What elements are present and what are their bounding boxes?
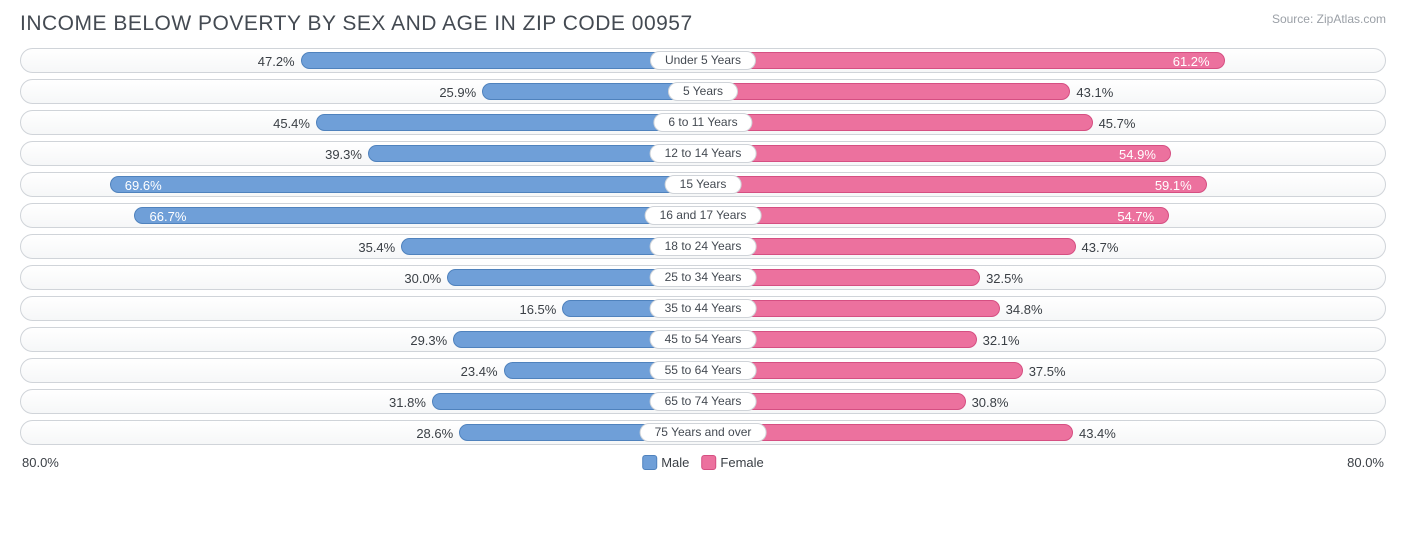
bar-female (703, 238, 1076, 255)
pct-label-female: 45.7% (1099, 111, 1136, 136)
category-pill: 55 to 64 Years (650, 361, 757, 380)
pct-label-male: 25.9% (439, 80, 476, 105)
bar-female (703, 114, 1093, 131)
chart-row: 45.4% 45.7% 6 to 11 Years (20, 110, 1386, 135)
pct-label-male: 39.3% (325, 142, 362, 167)
pct-label-male: 28.6% (416, 421, 453, 446)
category-pill: 15 Years (665, 175, 742, 194)
pct-label-male: 29.3% (410, 328, 447, 353)
chart-row: 66.7% 54.7% 16 and 17 Years (20, 203, 1386, 228)
bar-female (703, 145, 1171, 162)
category-pill: 25 to 34 Years (650, 268, 757, 287)
pct-label-male: 23.4% (461, 359, 498, 384)
category-pill: 6 to 11 Years (653, 113, 752, 132)
pct-label-male: 69.6% (125, 173, 162, 198)
chart-row: 25.9% 43.1% 5 Years (20, 79, 1386, 104)
bar-male (110, 176, 703, 193)
pct-label-female: 54.7% (1117, 204, 1154, 229)
bar-male (134, 207, 703, 224)
chart-row: 69.6% 59.1% 15 Years (20, 172, 1386, 197)
pct-label-female: 43.4% (1079, 421, 1116, 446)
chart-title: INCOME BELOW POVERTY BY SEX AND AGE IN Z… (20, 12, 693, 36)
bar-female (703, 207, 1169, 224)
axis-max-left: 80.0% (22, 455, 59, 470)
category-pill: 12 to 14 Years (650, 144, 757, 163)
chart-source: Source: ZipAtlas.com (1272, 12, 1386, 26)
category-pill: 5 Years (668, 82, 738, 101)
chart-row: 28.6% 43.4% 75 Years and over (20, 420, 1386, 445)
pct-label-male: 66.7% (150, 204, 187, 229)
pct-label-female: 34.8% (1006, 297, 1043, 322)
pct-label-female: 43.1% (1076, 80, 1113, 105)
chart-row: 23.4% 37.5% 55 to 64 Years (20, 358, 1386, 383)
legend-label-male: Male (661, 455, 689, 470)
chart-row: 39.3% 54.9% 12 to 14 Years (20, 141, 1386, 166)
pct-label-female: 54.9% (1119, 142, 1156, 167)
pct-label-male: 31.8% (389, 390, 426, 415)
legend: Male Female (642, 455, 764, 470)
category-pill: 16 and 17 Years (645, 206, 762, 225)
chart-header: INCOME BELOW POVERTY BY SEX AND AGE IN Z… (20, 12, 1386, 36)
chart-row: 30.0% 32.5% 25 to 34 Years (20, 265, 1386, 290)
category-pill: 35 to 44 Years (650, 299, 757, 318)
category-pill: Under 5 Years (650, 51, 756, 70)
legend-label-female: Female (720, 455, 763, 470)
chart-row: 47.2% 61.2% Under 5 Years (20, 48, 1386, 73)
pct-label-male: 16.5% (519, 297, 556, 322)
pct-label-female: 30.8% (972, 390, 1009, 415)
pct-label-male: 35.4% (358, 235, 395, 260)
chart-container: INCOME BELOW POVERTY BY SEX AND AGE IN Z… (0, 0, 1406, 487)
category-pill: 45 to 54 Years (650, 330, 757, 349)
category-pill: 75 Years and over (640, 423, 767, 442)
pct-label-female: 61.2% (1173, 49, 1210, 74)
category-pill: 18 to 24 Years (650, 237, 757, 256)
chart-row: 29.3% 32.1% 45 to 54 Years (20, 327, 1386, 352)
swatch-female-icon (701, 455, 716, 470)
pct-label-female: 32.5% (986, 266, 1023, 291)
pct-label-male: 30.0% (404, 266, 441, 291)
pct-label-male: 47.2% (258, 49, 295, 74)
bar-female (703, 83, 1070, 100)
chart-row: 35.4% 43.7% 18 to 24 Years (20, 234, 1386, 259)
bar-male (301, 52, 703, 69)
chart-row: 31.8% 30.8% 65 to 74 Years (20, 389, 1386, 414)
axis-max-right: 80.0% (1347, 455, 1384, 470)
chart-rows: 47.2% 61.2% Under 5 Years 25.9% 43.1% 5 Years… (20, 48, 1386, 445)
chart-row: 16.5% 34.8% 35 to 44 Years (20, 296, 1386, 321)
pct-label-female: 43.7% (1082, 235, 1119, 260)
pct-label-female: 32.1% (983, 328, 1020, 353)
bar-male (316, 114, 703, 131)
pct-label-female: 37.5% (1029, 359, 1066, 384)
bar-female (703, 176, 1207, 193)
chart-footer: 80.0% Male Female 80.0% (20, 451, 1386, 473)
category-pill: 65 to 74 Years (650, 392, 757, 411)
legend-item-female: Female (701, 455, 763, 470)
pct-label-female: 59.1% (1155, 173, 1192, 198)
legend-item-male: Male (642, 455, 689, 470)
bar-female (703, 52, 1225, 69)
pct-label-male: 45.4% (273, 111, 310, 136)
swatch-male-icon (642, 455, 657, 470)
